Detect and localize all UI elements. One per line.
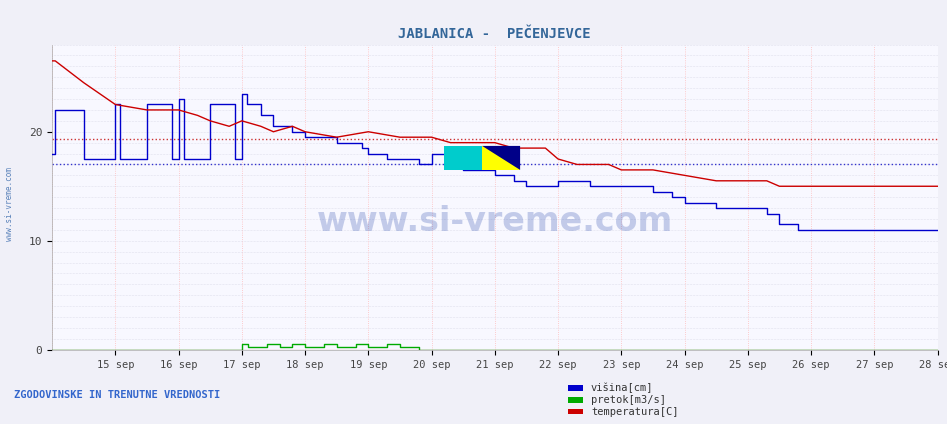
Bar xyxy=(482,146,520,170)
Text: www.si-vreme.com: www.si-vreme.com xyxy=(5,167,14,240)
Polygon shape xyxy=(482,146,520,170)
Text: temperatura[C]: temperatura[C] xyxy=(591,407,678,417)
Text: www.si-vreme.com: www.si-vreme.com xyxy=(316,205,673,238)
Text: pretok[m3/s]: pretok[m3/s] xyxy=(591,395,666,405)
Title: JABLANICA -  PEČENJEVCE: JABLANICA - PEČENJEVCE xyxy=(399,27,591,41)
Text: ZGODOVINSKE IN TRENUTNE VREDNOSTI: ZGODOVINSKE IN TRENUTNE VREDNOSTI xyxy=(14,390,221,400)
Text: višina[cm]: višina[cm] xyxy=(591,383,653,393)
Bar xyxy=(444,146,482,170)
